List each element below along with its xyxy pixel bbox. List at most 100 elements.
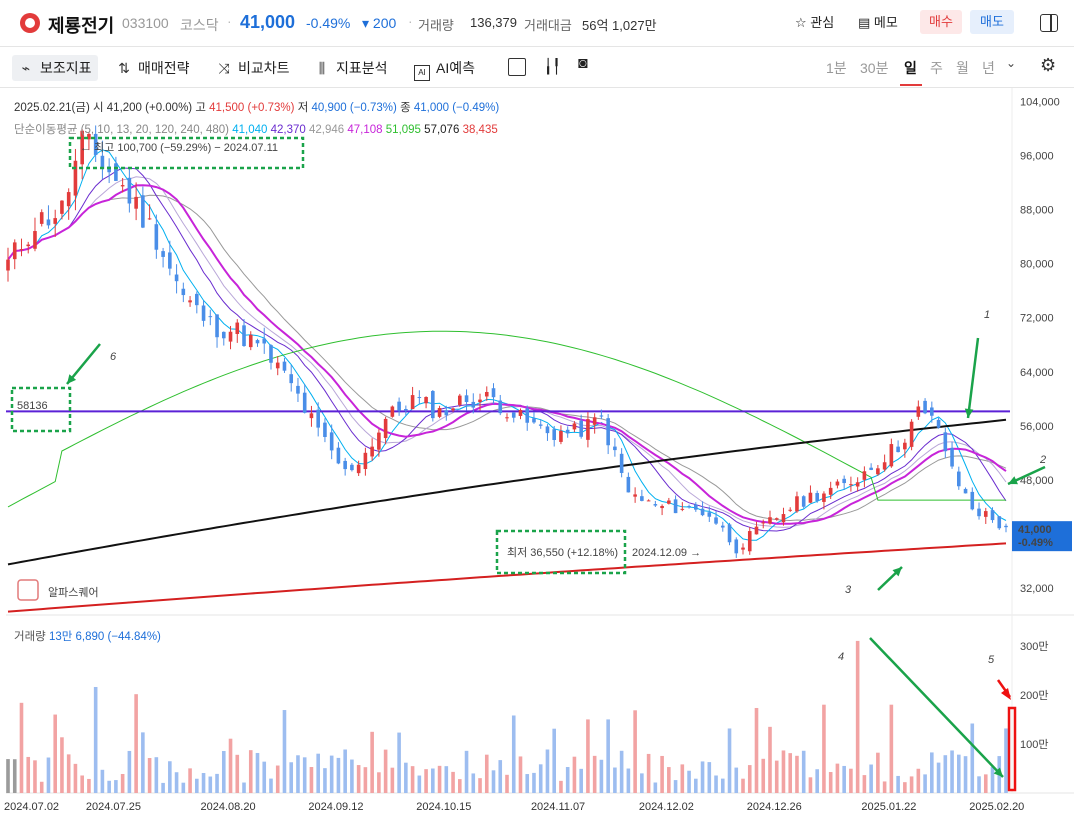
volume-bar: [195, 778, 199, 793]
volume-bar: [545, 749, 550, 793]
square-tool-icon[interactable]: [508, 58, 526, 76]
candle-body: [356, 464, 361, 474]
candle-body: [653, 504, 658, 506]
candle-body: [714, 517, 718, 524]
indicator-button[interactable]: ⌁ 보조지표: [12, 55, 98, 81]
candle-body: [93, 133, 98, 155]
volume-bar: [444, 766, 449, 793]
compare-button[interactable]: ⤨ 비교차트: [216, 58, 289, 78]
volume-bar: [181, 782, 186, 793]
candle-body: [815, 493, 819, 501]
camera-icon[interactable]: ◙: [578, 55, 588, 72]
volume-bar: [633, 710, 637, 793]
volume-axis: 300만 200만 100만: [1020, 640, 1048, 751]
buy-button[interactable]: 매수: [920, 10, 962, 34]
candle-body: [296, 385, 300, 394]
volume-bar: [673, 780, 678, 793]
ma480-line: [7, 542, 1007, 613]
change-amount: 200: [362, 15, 396, 32]
volume-bar: [653, 782, 658, 793]
candle-body: [80, 130, 84, 165]
volume-bar: [727, 728, 732, 793]
volume-bar: [431, 768, 435, 793]
period-month[interactable]: 월: [956, 60, 969, 76]
min-annotation-box: [495, 529, 627, 575]
analysis-button[interactable]: ⫼ 지표분석: [314, 58, 388, 78]
ai-predict-button[interactable]: AI AI예측: [414, 58, 475, 81]
watch-button[interactable]: ☆ 관심: [795, 15, 835, 30]
volume-bar: [552, 728, 557, 793]
volume-bar: [842, 765, 846, 793]
handwritten-number-2: 2: [1039, 454, 1046, 466]
volume-bar: [774, 760, 779, 793]
candle-body: [6, 259, 10, 271]
date-axis: 2024.07.02 2024.07.25 2024.08.20 2024.09.12…: [4, 801, 1024, 813]
volume-bar: [457, 779, 462, 793]
volume-bar: [302, 757, 307, 793]
candle-body: [53, 218, 58, 224]
volume-bar: [73, 763, 78, 793]
price-tick: 64,000: [1020, 367, 1054, 379]
volume-bar: [215, 773, 219, 793]
period-1min[interactable]: 1분: [826, 60, 847, 76]
handwritten-number-1: 1: [984, 309, 990, 321]
volume-bar: [916, 768, 921, 793]
period-30min[interactable]: 30분: [860, 60, 889, 76]
handwritten-number-3: 3: [845, 584, 852, 596]
period-week[interactable]: 주: [930, 60, 943, 76]
volume-bar: [410, 766, 415, 793]
candle-body: [923, 400, 927, 414]
candle-body: [862, 471, 867, 480]
side-panel-icon[interactable]: [1040, 14, 1058, 32]
annotation-arrow-2-head: [1008, 476, 1018, 485]
moving-average-lines: [6, 149, 1010, 613]
candle-body: [552, 429, 557, 441]
volume-bar: [161, 782, 165, 793]
candle-body: [505, 417, 509, 419]
volume-bar: [498, 760, 503, 793]
current-price: 41,000: [240, 12, 296, 32]
level-annotation-box: [10, 386, 72, 433]
volume-bar: [660, 755, 664, 793]
candle-body: [201, 305, 206, 321]
volume-bar: [329, 755, 334, 793]
market-name: 코스닥: [180, 17, 219, 33]
gear-icon[interactable]: ⚙: [1040, 55, 1057, 75]
candle-body: [431, 391, 435, 419]
period-day[interactable]: 일: [904, 60, 917, 76]
candle-body: [242, 325, 246, 347]
volume-bar: [464, 750, 469, 793]
price-tick: 32,000: [1020, 583, 1054, 595]
volume-bar: [269, 778, 273, 793]
volume-bar: [923, 774, 927, 793]
volume-bar: [741, 778, 745, 793]
candle-body: [720, 525, 725, 528]
volume-bar: [835, 763, 840, 793]
memo-button[interactable]: ▤ 메모: [858, 15, 898, 30]
candle-body: [12, 242, 17, 260]
candle-body: [538, 424, 543, 426]
sell-button[interactable]: 매도: [970, 10, 1014, 34]
candle-body: [930, 407, 934, 416]
volume-bar: [815, 769, 819, 793]
volume-bar: [491, 770, 496, 793]
candle-body: [640, 496, 644, 501]
candle-body: [903, 442, 907, 450]
chevron-down-icon[interactable]: ⌄: [1006, 56, 1017, 70]
volume-bar: [336, 757, 341, 793]
candle-body: [694, 504, 698, 510]
max-annotation-box: [68, 136, 305, 170]
volume-bar: [646, 753, 651, 793]
candle-body: [788, 509, 793, 511]
volume-bar: [801, 750, 806, 793]
candle-body: [350, 464, 354, 471]
candle-type-icon[interactable]: ╽╿: [544, 58, 561, 74]
candle-body: [275, 362, 280, 369]
candle-body: [457, 395, 462, 405]
candle-body: [343, 460, 347, 470]
volume-tick: 200만: [1020, 689, 1048, 702]
strategy-button[interactable]: ⇅ 매매전략: [116, 58, 189, 78]
period-year[interactable]: 년: [982, 60, 995, 76]
date-tick: 2024.12.02: [639, 801, 694, 813]
